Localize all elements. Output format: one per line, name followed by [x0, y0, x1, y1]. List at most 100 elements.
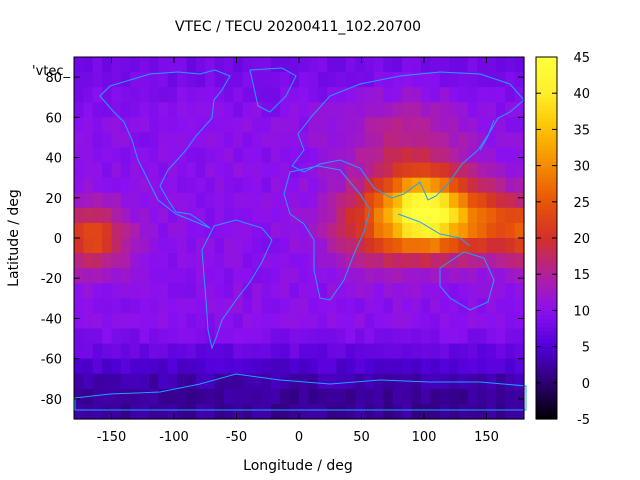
heatmap-cell — [374, 313, 384, 330]
heatmap-cell — [177, 298, 188, 315]
heatmap-cell — [149, 268, 159, 284]
colorbar-segment — [536, 402, 557, 408]
heatmap-cell — [449, 162, 459, 179]
heatmap-cell — [289, 298, 300, 315]
y-tick-label: 80 — [45, 71, 62, 86]
y-tick-label: 20 — [45, 192, 62, 207]
heatmap-cell — [139, 162, 150, 179]
heatmap-cell — [111, 222, 122, 239]
heatmap-cell — [92, 222, 103, 239]
heatmap-cell — [149, 298, 159, 315]
heatmap-cell — [439, 57, 450, 73]
colorbar-tick-label: 35 — [573, 123, 590, 138]
heatmap-cell — [130, 192, 141, 209]
heatmap-cell — [355, 72, 366, 88]
heatmap-cell — [139, 343, 150, 360]
heatmap-cell — [74, 238, 84, 254]
heatmap-cell — [458, 313, 469, 330]
heatmap-cell — [195, 102, 206, 118]
x-tick-label: 50 — [353, 430, 370, 445]
colorbar-segment — [536, 294, 557, 299]
heatmap-cell — [186, 268, 197, 284]
heatmap-cell — [355, 162, 366, 179]
colorbar-segment — [536, 378, 557, 384]
heatmap-cell — [177, 192, 188, 209]
heatmap-cell — [486, 373, 497, 390]
heatmap-cell — [411, 268, 422, 284]
heatmap-cell — [83, 283, 94, 299]
heatmap-cell — [130, 222, 141, 239]
heatmap-cell — [383, 132, 394, 149]
heatmap-cell — [83, 328, 94, 345]
heatmap-cell — [449, 358, 459, 375]
heatmap-cell — [439, 253, 450, 269]
heatmap-cell — [420, 87, 431, 103]
heatmap-cell — [205, 177, 216, 194]
heatmap-cell — [130, 283, 141, 299]
heatmap-cell — [242, 207, 253, 224]
heatmap-cell — [214, 117, 225, 134]
colorbar-segment — [536, 406, 557, 412]
heatmap-cell — [261, 117, 272, 134]
heatmap-cell — [514, 298, 525, 315]
heatmap-cell — [336, 358, 347, 375]
heatmap-cell — [420, 238, 431, 254]
heatmap-cell — [242, 373, 253, 390]
coastline-africa — [283, 165, 371, 301]
heatmap-cell — [383, 373, 394, 390]
heatmap-cell — [167, 72, 178, 88]
heatmap-cell — [392, 117, 403, 134]
colorbar-segment — [536, 238, 557, 243]
heatmap-cell — [514, 253, 525, 269]
heatmap-cell — [345, 102, 356, 118]
heatmap-cell — [92, 373, 103, 390]
heatmap-cell — [458, 102, 469, 118]
heatmap-cell — [430, 132, 441, 149]
heatmap-cell — [505, 132, 516, 149]
heatmap-cell — [355, 388, 366, 405]
colorbar-segment — [536, 161, 557, 167]
heatmap-cell — [355, 177, 366, 194]
heatmap-cell — [317, 132, 328, 149]
heatmap-cell — [280, 343, 291, 360]
heatmap-cell — [289, 162, 300, 179]
heatmap-cell — [486, 358, 497, 375]
heatmap-cell — [195, 207, 206, 224]
heatmap-cell — [505, 57, 516, 73]
heatmap-cell — [355, 313, 366, 330]
heatmap-cell — [467, 162, 478, 179]
heatmap-cell — [467, 132, 478, 149]
heatmap-cell — [177, 207, 188, 224]
heatmap-cell — [364, 313, 375, 330]
heatmap-cell — [486, 403, 497, 420]
heatmap-cell — [355, 283, 366, 299]
heatmap-cell — [449, 403, 459, 420]
heatmap-cell — [177, 87, 188, 103]
heatmap-cell — [111, 162, 122, 179]
heatmap-cell — [355, 253, 366, 269]
heatmap-cell — [411, 162, 422, 179]
heatmap-cell — [195, 373, 206, 390]
heatmap-cell — [486, 57, 497, 73]
colorbar-segment — [536, 370, 557, 376]
heatmap-cell — [177, 388, 188, 405]
heatmap-cell — [449, 87, 459, 103]
colorbar-segment — [536, 125, 557, 130]
heatmap-cell — [514, 192, 525, 209]
heatmap-cell — [130, 328, 141, 345]
heatmap-cell — [195, 358, 206, 375]
heatmap-cell — [345, 268, 356, 284]
heatmap-cell — [317, 343, 328, 360]
colorbar-segment — [536, 169, 557, 175]
heatmap-cell — [83, 87, 94, 103]
heatmap-cell — [270, 87, 281, 103]
colorbar-segment — [536, 97, 557, 102]
heatmap-cell — [224, 192, 234, 209]
heatmap-cell — [111, 328, 122, 345]
heatmap-cell — [514, 373, 525, 390]
heatmap-cell — [467, 102, 478, 118]
heatmap-cell — [177, 403, 188, 420]
heatmap-cell — [317, 72, 328, 88]
heatmap-cell — [317, 283, 328, 299]
heatmap-cell — [214, 328, 225, 345]
